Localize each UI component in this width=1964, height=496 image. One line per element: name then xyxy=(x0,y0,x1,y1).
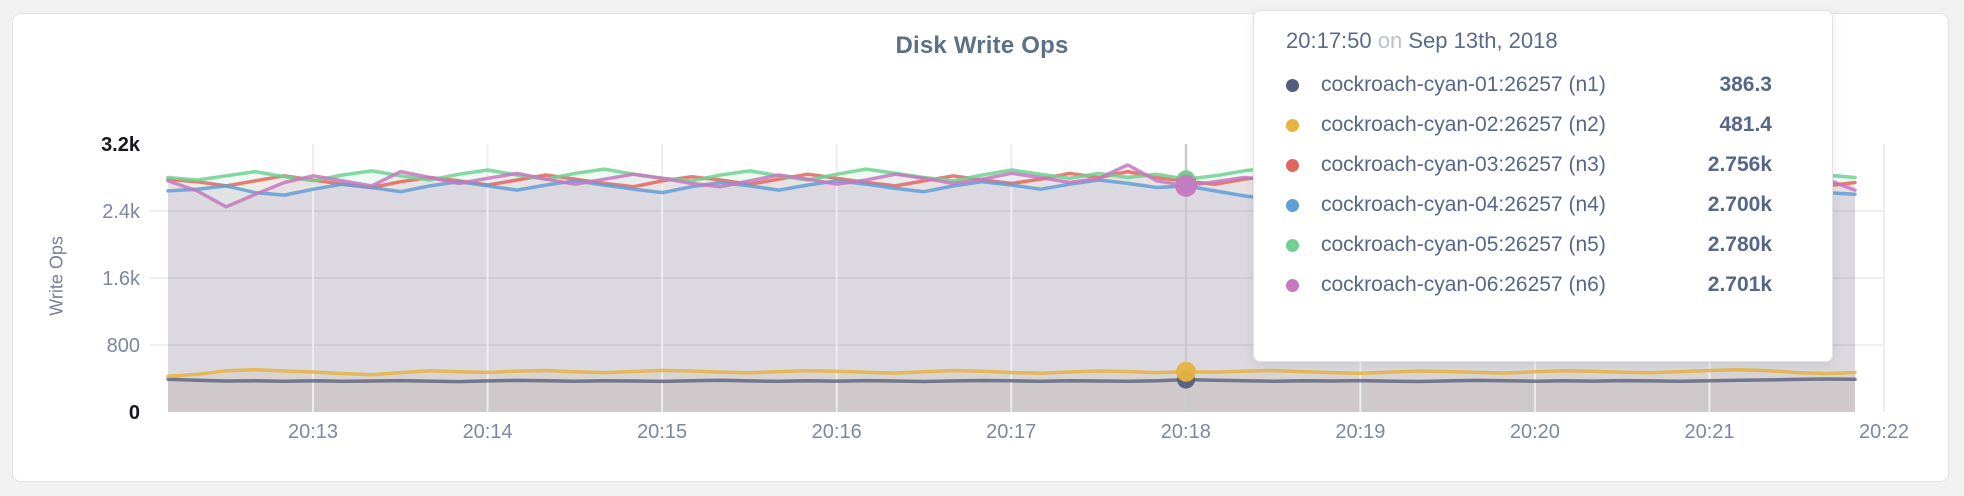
y-tick-label: 3.2k xyxy=(101,134,141,156)
series-line xyxy=(166,367,1857,379)
x-tick-label: 20:18 xyxy=(1161,421,1211,443)
tooltip-header: 20:17:50 on Sep 13th, 2018 xyxy=(1286,26,1772,56)
x-tick-label: 20:22 xyxy=(1859,421,1909,443)
series-value: 2.780k xyxy=(1707,233,1772,256)
y-tick-label: 800 xyxy=(107,335,140,357)
y-tick-label: 2.4k xyxy=(102,201,141,223)
series-value: 2.700k xyxy=(1707,193,1772,216)
x-tick-label: 20:14 xyxy=(463,421,513,443)
tooltip-row: cockroach-cyan-06:26257 (n6) 2.701k xyxy=(1286,265,1772,305)
series-line xyxy=(166,377,1857,384)
series-color-dot xyxy=(1286,158,1299,172)
x-tick-label: 20:16 xyxy=(812,421,862,443)
series-label: cockroach-cyan-05:26257 (n5) xyxy=(1321,233,1606,256)
x-tick-label: 20:13 xyxy=(288,421,338,443)
tooltip-rows: cockroach-cyan-01:26257 (n1) 386.3 cockroa… xyxy=(1286,65,1772,305)
series-color-dot xyxy=(1286,198,1299,212)
tooltip-row: cockroach-cyan-01:26257 (n1) 386.3 xyxy=(1286,65,1772,105)
series-color-dot xyxy=(1286,78,1299,92)
series-label: cockroach-cyan-04:26257 (n4) xyxy=(1321,193,1606,216)
x-tick-label: 20:19 xyxy=(1335,421,1385,443)
hover-dot xyxy=(1176,361,1197,382)
x-tick-label: 20:21 xyxy=(1684,421,1734,443)
series-value: 386.3 xyxy=(1719,73,1772,96)
series-color-dot xyxy=(1286,118,1299,132)
series-label: cockroach-cyan-03:26257 (n3) xyxy=(1321,153,1606,176)
x-tick-label: 20:15 xyxy=(637,421,687,443)
tooltip-row: cockroach-cyan-05:26257 (n5) 2.780k xyxy=(1286,225,1772,265)
series-color-dot xyxy=(1286,278,1299,292)
series-label: cockroach-cyan-01:26257 (n1) xyxy=(1321,73,1606,96)
y-tick-label: 1.6k xyxy=(102,268,141,290)
tooltip-row: cockroach-cyan-03:26257 (n3) 2.756k xyxy=(1286,145,1772,185)
series-value: 481.4 xyxy=(1719,113,1772,136)
tooltip-row: cockroach-cyan-04:26257 (n4) 2.700k xyxy=(1286,185,1772,225)
x-tick-label: 20:20 xyxy=(1510,421,1560,443)
tooltip-date: Sep 13th, 2018 xyxy=(1408,28,1558,53)
series-label: cockroach-cyan-02:26257 (n2) xyxy=(1321,113,1606,136)
hover-dot xyxy=(1175,174,1198,197)
chart-tooltip: 20:17:50 on Sep 13th, 2018 cockroach-cya… xyxy=(1253,10,1833,362)
y-tick-label: 0 xyxy=(129,402,140,424)
series-label: cockroach-cyan-06:26257 (n6) xyxy=(1321,273,1606,296)
chart-title: Disk Write Ops xyxy=(895,32,1069,59)
series-color-dot xyxy=(1286,238,1299,252)
series-value: 2.756k xyxy=(1707,153,1772,176)
tooltip-time: 20:17:50 xyxy=(1286,28,1372,53)
tooltip-conjunction: on xyxy=(1377,28,1403,53)
series-value: 2.701k xyxy=(1707,273,1772,296)
x-tick-label: 20:17 xyxy=(986,421,1036,443)
tooltip-row: cockroach-cyan-02:26257 (n2) 481.4 xyxy=(1286,105,1772,145)
